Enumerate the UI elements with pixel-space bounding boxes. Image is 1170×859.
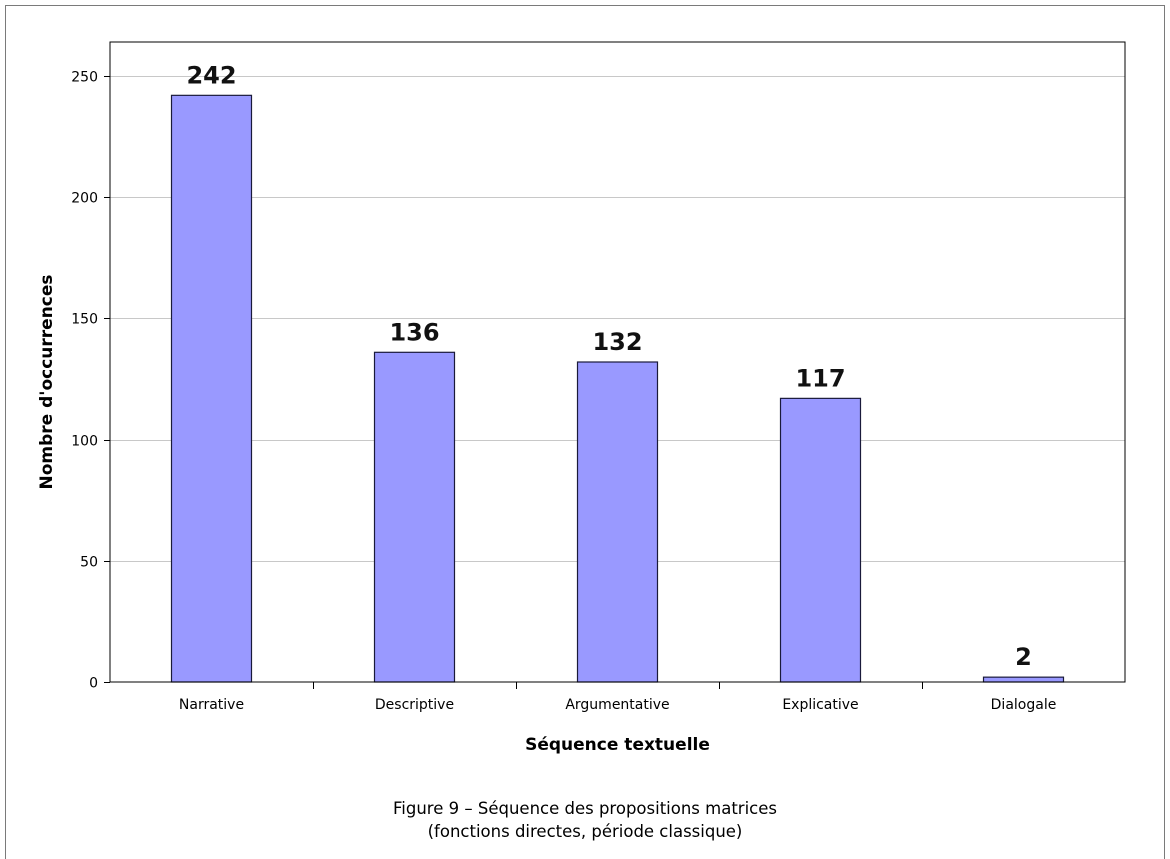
y-axis-title: Nombre d'occurrences — [37, 274, 57, 489]
bar-narrative — [170, 94, 253, 683]
x-tick-label-argumentative: Argumentative — [565, 697, 669, 713]
y-tick-label: 150 — [71, 312, 98, 328]
x-tick-label-descriptive: Descriptive — [375, 697, 454, 713]
y-tick-label: 200 — [71, 191, 98, 207]
bar-descriptive — [373, 351, 456, 683]
y-tick-label: 250 — [71, 70, 98, 86]
plot-border — [109, 41, 1126, 683]
x-axis-title: Séquence textuelle — [525, 735, 710, 755]
x-tick-label-narrative: Narrative — [179, 697, 244, 713]
axes: 0 50 100 150 200 250 Narrative Descriptive Argum… — [71, 70, 1056, 714]
x-tick-label-explicative: Explicative — [782, 697, 858, 713]
bar-explicative — [779, 397, 862, 683]
data-labels: 242 136 132 117 2 — [186, 61, 1031, 671]
y-tick-label: 0 — [89, 676, 98, 692]
data-label-explicative: 117 — [795, 364, 845, 392]
y-tick-label: 100 — [71, 434, 98, 450]
figure-caption-line2: (fonctions directes, période classique) — [427, 822, 743, 841]
bar-chart: 0 50 100 150 200 250 Narrative Descriptive Argum… — [37, 41, 1126, 755]
x-tick-label-dialogale: Dialogale — [991, 697, 1057, 713]
bar-argumentative — [576, 361, 659, 683]
figure-caption-line1: Figure 9 – Séquence des propositions mat… — [393, 799, 777, 818]
data-label-dialogale: 2 — [1015, 643, 1032, 671]
y-tick-label: 50 — [80, 555, 98, 571]
data-label-descriptive: 136 — [389, 318, 439, 346]
data-label-argumentative: 132 — [592, 328, 642, 356]
bar-dialogale — [982, 676, 1065, 683]
data-label-narrative: 242 — [186, 61, 236, 89]
bars — [170, 94, 1065, 683]
